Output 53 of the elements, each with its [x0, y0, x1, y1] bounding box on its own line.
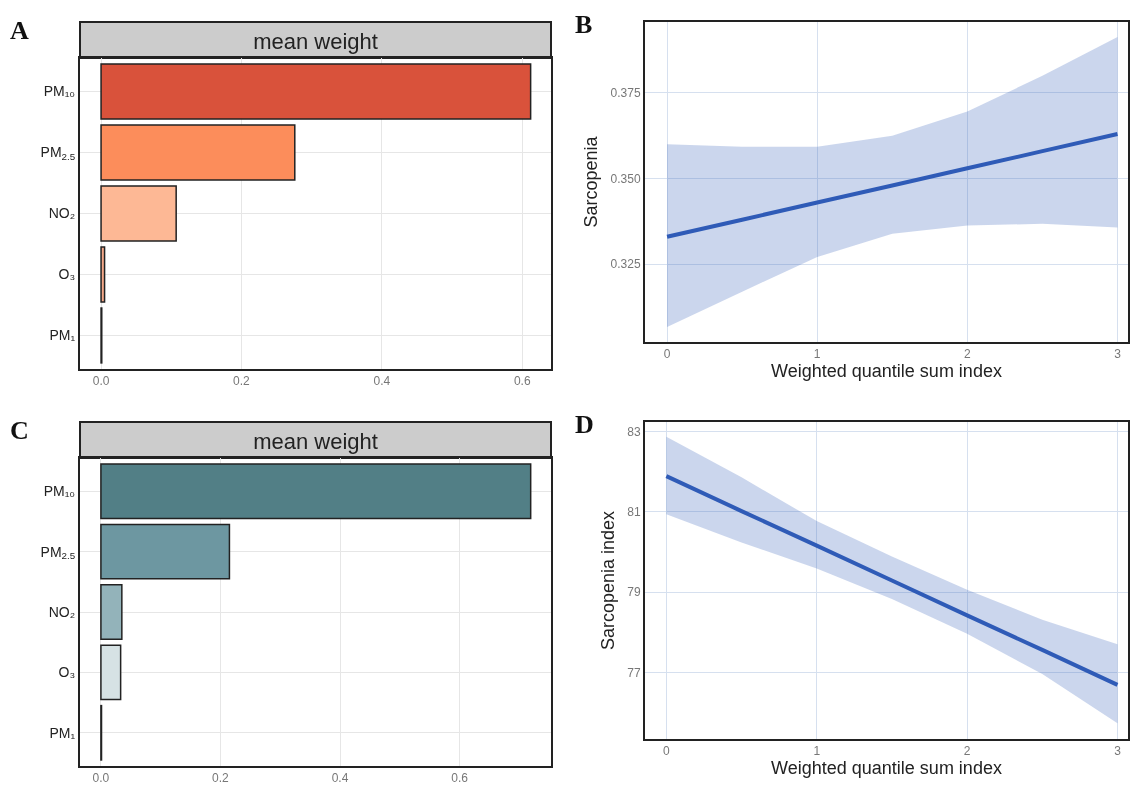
x-axis-title: Weighted quantile sum index	[771, 361, 1002, 382]
x-tick-label: 0.0	[92, 374, 110, 389]
x-tick-label: 0.6	[451, 771, 469, 786]
y-tick-label: PM₁₀	[43, 483, 76, 500]
y-tick-label: 0.375	[610, 86, 641, 101]
x-tick-label: 3	[1114, 347, 1122, 362]
y-tick-label: PM₁₀	[43, 83, 76, 100]
x-tick-label: 1	[813, 347, 821, 362]
x-tick-label: 0.6	[513, 374, 531, 389]
x-tick-label: 0.4	[331, 771, 349, 786]
x-tick-label: 3	[1114, 744, 1122, 759]
y-tick-label: 0.325	[610, 257, 641, 272]
y-tick-label: PM₁	[49, 327, 76, 344]
text: D	[575, 410, 594, 439]
x-tick-label: 0.4	[373, 374, 391, 389]
y-tick-label: 79	[627, 585, 641, 600]
chart-title: mean weight	[253, 29, 378, 54]
y-axis-title: Sarcopenia	[581, 135, 602, 228]
y-tick-label: 81	[627, 505, 641, 520]
x-tick-label: 1	[813, 744, 821, 759]
x-tick-label: 0.2	[212, 771, 230, 786]
y-tick-label: PM₁	[49, 724, 76, 741]
bar	[100, 644, 122, 701]
y-tick-label: NO₂	[48, 603, 76, 620]
y-tick-label: 83	[627, 424, 641, 439]
text: A	[10, 16, 29, 45]
x-tick-label: 0.0	[92, 771, 110, 786]
text: C	[10, 416, 29, 445]
text: B	[575, 10, 593, 39]
bar	[100, 246, 106, 303]
x-tick-label: 0	[663, 347, 671, 362]
bar	[100, 63, 532, 120]
bar	[100, 584, 123, 640]
x-tick-label: 0	[663, 744, 671, 759]
y-axis-title: Sarcopenia index	[597, 510, 618, 651]
bar	[100, 463, 532, 520]
y-tick-label: 77	[627, 665, 641, 680]
x-axis-title: Weighted quantile sum index	[771, 758, 1002, 779]
y-tick-label: PM$_{2.5}$	[40, 543, 76, 562]
bar	[100, 523, 231, 580]
x-tick-label: 2	[963, 744, 971, 759]
y-tick-label: PM$_{2.5}$	[40, 144, 76, 163]
y-tick-label: O₃	[58, 664, 76, 681]
bar	[100, 185, 177, 242]
y-tick-label: 0.350	[610, 171, 641, 186]
y-tick-label: NO₂	[48, 205, 76, 222]
line-series	[665, 132, 1120, 239]
bar	[100, 124, 296, 181]
line-series	[664, 474, 1120, 687]
y-tick-label: O₃	[58, 266, 76, 283]
chart-title: mean weight	[253, 429, 378, 454]
x-tick-label: 2	[964, 347, 972, 362]
x-tick-label: 0.2	[233, 374, 251, 389]
